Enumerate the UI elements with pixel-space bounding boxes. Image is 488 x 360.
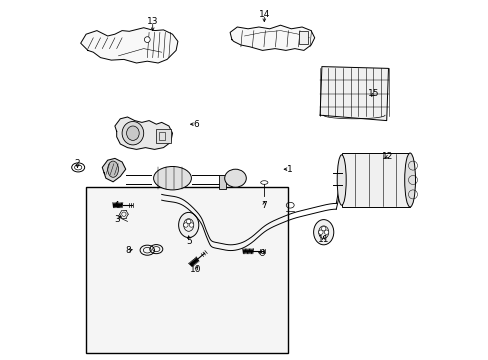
Bar [219,175,225,189]
Circle shape [321,226,325,231]
Ellipse shape [153,166,191,190]
Ellipse shape [404,153,415,207]
Bar [86,187,287,353]
Circle shape [144,37,150,42]
Ellipse shape [313,220,333,245]
Ellipse shape [122,122,143,145]
Text: 3: 3 [114,215,120,224]
Ellipse shape [337,155,346,205]
Text: 12: 12 [381,152,393,161]
Bar [156,129,170,143]
Text: 6: 6 [193,120,198,129]
Polygon shape [102,158,125,182]
Ellipse shape [107,161,118,177]
Text: 14: 14 [258,10,269,19]
Polygon shape [320,67,387,121]
Text: 5: 5 [185,237,191,246]
Text: 8: 8 [125,246,131,255]
Ellipse shape [224,169,246,187]
Text: 1: 1 [286,165,292,174]
Text: 11: 11 [317,235,329,244]
Circle shape [186,219,190,224]
Circle shape [189,223,193,227]
Ellipse shape [178,212,199,238]
Text: 7: 7 [261,201,266,210]
Polygon shape [115,117,172,149]
Text: 10: 10 [190,266,201,274]
Text: 2: 2 [75,159,80,168]
Bar [298,31,307,44]
Circle shape [324,230,328,234]
Bar [159,132,165,140]
Text: 9: 9 [258,249,264,258]
Ellipse shape [126,126,139,140]
Text: 15: 15 [367,89,379,98]
Text: 13: 13 [147,17,158,26]
Circle shape [183,223,188,227]
Bar [341,153,409,207]
Polygon shape [81,28,178,63]
Polygon shape [230,25,314,50]
Circle shape [318,230,323,234]
Text: 4: 4 [114,201,119,210]
